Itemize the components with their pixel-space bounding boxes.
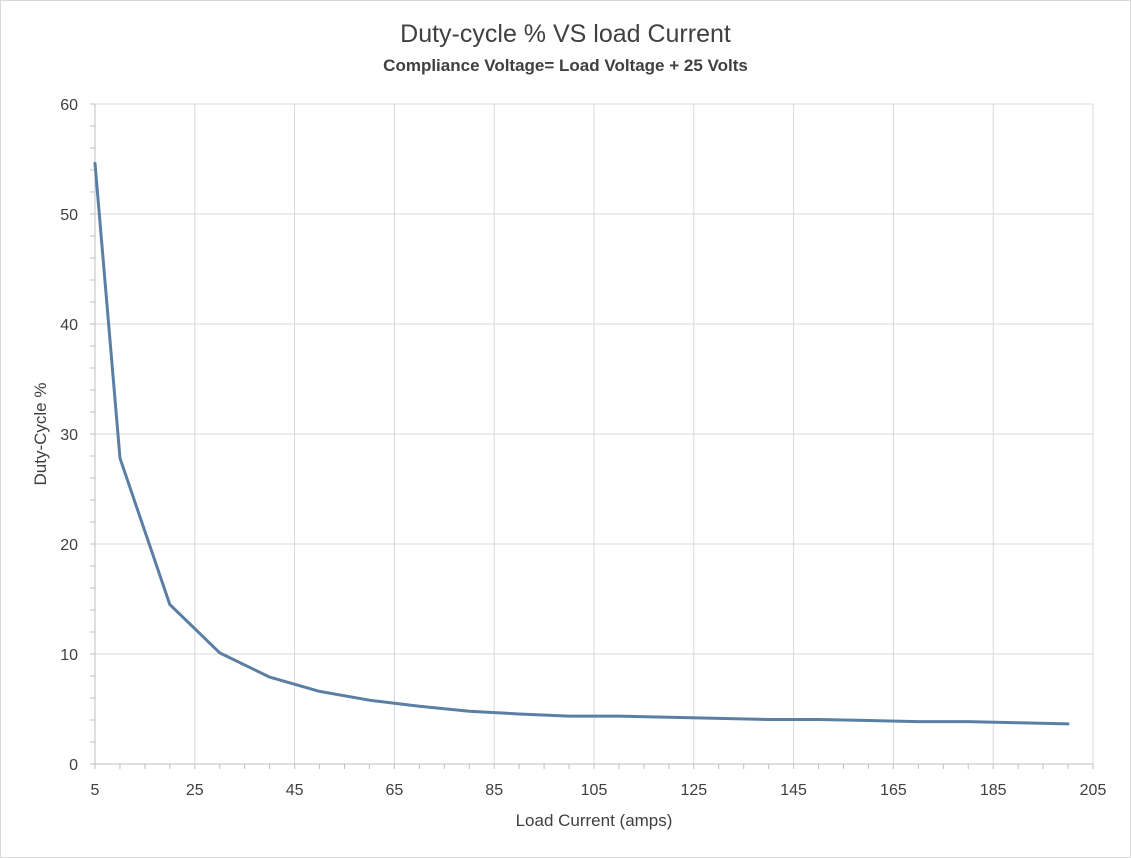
x-tick-label: 65 bbox=[386, 782, 404, 799]
y-tick-label: 60 bbox=[60, 97, 78, 114]
y-tick-label: 20 bbox=[60, 537, 78, 554]
series-line bbox=[93, 161, 1070, 726]
y-tick-label: 40 bbox=[60, 317, 78, 334]
y-tick-label: 0 bbox=[69, 757, 78, 774]
x-tick-label: 185 bbox=[980, 782, 1007, 799]
chart-title: Duty-cycle % VS load Current bbox=[400, 20, 731, 48]
grid-lines bbox=[95, 103, 1094, 764]
x-tick-label: 125 bbox=[680, 782, 707, 799]
y-tick-label: 30 bbox=[60, 427, 78, 444]
x-tick-label: 205 bbox=[1080, 782, 1107, 799]
axes bbox=[90, 103, 1094, 769]
y-tick-label: 50 bbox=[60, 207, 78, 224]
y-tick-label: 10 bbox=[60, 647, 78, 664]
x-tick-label: 145 bbox=[780, 782, 807, 799]
x-tick-label: 25 bbox=[186, 782, 204, 799]
x-tick-label: 45 bbox=[286, 782, 304, 799]
x-tick-label: 105 bbox=[581, 782, 608, 799]
x-tick-label: 165 bbox=[880, 782, 907, 799]
tick-labels: 0 10 20 30 40 50 60 5 25 45 65 85 105 125 145 165 185 205 bbox=[60, 97, 1106, 799]
x-tick-label: 85 bbox=[485, 782, 503, 799]
chart-subtitle: Compliance Voltage= Load Voltage + 25 Vo… bbox=[383, 56, 748, 75]
series-lines bbox=[93, 161, 1070, 726]
x-tick-label: 5 bbox=[91, 782, 100, 799]
x-axis-title: Load Current (amps) bbox=[516, 811, 673, 830]
y-axis-title: Duty-Cycle % bbox=[31, 383, 50, 486]
